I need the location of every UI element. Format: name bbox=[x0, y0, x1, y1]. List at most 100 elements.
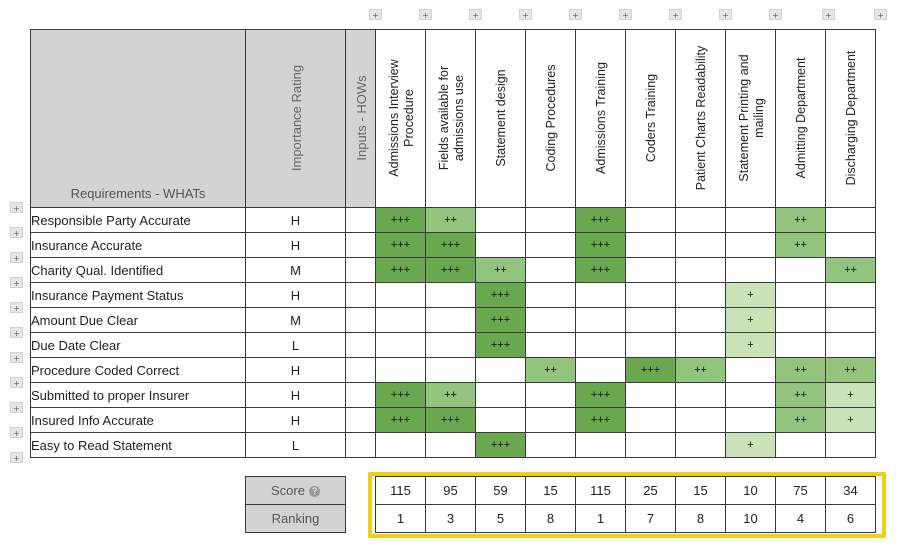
relationship-cell[interactable]: ++ bbox=[775, 357, 826, 383]
relationship-cell[interactable] bbox=[575, 432, 626, 458]
relationship-cell[interactable] bbox=[575, 282, 626, 308]
relationship-cell[interactable] bbox=[625, 282, 676, 308]
relationship-cell[interactable] bbox=[525, 307, 576, 333]
add-row-button[interactable]: + bbox=[10, 277, 23, 288]
requirement-name[interactable]: Insured Info Accurate bbox=[30, 407, 246, 433]
relationship-cell[interactable]: + bbox=[725, 432, 776, 458]
relationship-cell[interactable] bbox=[775, 307, 826, 333]
relationship-cell[interactable]: +++ bbox=[425, 257, 476, 283]
relationship-cell[interactable]: ++ bbox=[425, 207, 476, 233]
relationship-cell[interactable] bbox=[625, 432, 676, 458]
requirement-name[interactable]: Submitted to proper Insurer bbox=[30, 382, 246, 408]
add-row-button[interactable]: + bbox=[10, 302, 23, 313]
relationship-cell[interactable] bbox=[575, 307, 626, 333]
add-column-button[interactable]: + bbox=[519, 9, 532, 20]
relationship-cell[interactable] bbox=[775, 282, 826, 308]
requirement-name[interactable]: Insurance Accurate bbox=[30, 232, 246, 258]
relationship-cell[interactable] bbox=[475, 357, 526, 383]
relationship-cell[interactable] bbox=[475, 207, 526, 233]
relationship-cell[interactable] bbox=[525, 332, 576, 358]
relationship-cell[interactable] bbox=[625, 307, 676, 333]
relationship-cell[interactable]: ++ bbox=[675, 357, 726, 383]
relationship-cell[interactable]: +++ bbox=[625, 357, 676, 383]
relationship-cell[interactable]: + bbox=[725, 307, 776, 333]
relationship-cell[interactable]: ++ bbox=[775, 407, 826, 433]
relationship-cell[interactable] bbox=[375, 357, 426, 383]
add-column-button[interactable]: + bbox=[619, 9, 632, 20]
relationship-cell[interactable]: ++ bbox=[425, 382, 476, 408]
relationship-cell[interactable] bbox=[675, 232, 726, 258]
relationship-cell[interactable] bbox=[725, 357, 776, 383]
importance-rating[interactable]: L bbox=[245, 432, 346, 458]
relationship-cell[interactable] bbox=[575, 357, 626, 383]
requirement-name[interactable]: Responsible Party Accurate bbox=[30, 207, 246, 233]
relationship-cell[interactable]: ++ bbox=[825, 257, 876, 283]
relationship-cell[interactable] bbox=[725, 207, 776, 233]
relationship-cell[interactable]: +++ bbox=[575, 407, 626, 433]
relationship-cell[interactable]: +++ bbox=[425, 407, 476, 433]
importance-rating[interactable]: H bbox=[245, 207, 346, 233]
relationship-cell[interactable]: + bbox=[725, 332, 776, 358]
relationship-cell[interactable] bbox=[475, 232, 526, 258]
relationship-cell[interactable] bbox=[675, 332, 726, 358]
relationship-cell[interactable]: +++ bbox=[575, 257, 626, 283]
relationship-cell[interactable]: +++ bbox=[475, 332, 526, 358]
add-row-button[interactable]: + bbox=[10, 202, 23, 213]
relationship-cell[interactable] bbox=[625, 407, 676, 433]
relationship-cell[interactable] bbox=[525, 382, 576, 408]
relationship-cell[interactable] bbox=[375, 307, 426, 333]
relationship-cell[interactable]: +++ bbox=[575, 232, 626, 258]
relationship-cell[interactable] bbox=[425, 307, 476, 333]
importance-rating[interactable]: H bbox=[245, 232, 346, 258]
relationship-cell[interactable] bbox=[675, 407, 726, 433]
importance-rating[interactable]: M bbox=[245, 257, 346, 283]
add-row-button[interactable]: + bbox=[10, 227, 23, 238]
relationship-cell[interactable] bbox=[475, 407, 526, 433]
relationship-cell[interactable] bbox=[725, 382, 776, 408]
relationship-cell[interactable] bbox=[675, 382, 726, 408]
importance-rating[interactable]: H bbox=[245, 357, 346, 383]
relationship-cell[interactable] bbox=[525, 282, 576, 308]
importance-rating[interactable]: M bbox=[245, 307, 346, 333]
relationship-cell[interactable] bbox=[525, 407, 576, 433]
relationship-cell[interactable]: ++ bbox=[775, 232, 826, 258]
relationship-cell[interactable] bbox=[375, 332, 426, 358]
help-icon[interactable]: ? bbox=[308, 486, 320, 498]
add-row-button[interactable]: + bbox=[10, 377, 23, 388]
relationship-cell[interactable] bbox=[475, 382, 526, 408]
add-column-button[interactable]: + bbox=[874, 9, 887, 20]
relationship-cell[interactable] bbox=[625, 207, 676, 233]
add-row-button[interactable]: + bbox=[10, 427, 23, 438]
importance-rating[interactable]: H bbox=[245, 382, 346, 408]
relationship-cell[interactable] bbox=[675, 307, 726, 333]
importance-rating[interactable]: L bbox=[245, 332, 346, 358]
add-column-button[interactable]: + bbox=[822, 9, 835, 20]
relationship-cell[interactable]: +++ bbox=[425, 232, 476, 258]
relationship-cell[interactable] bbox=[525, 432, 576, 458]
relationship-cell[interactable] bbox=[825, 207, 876, 233]
relationship-cell[interactable]: +++ bbox=[475, 282, 526, 308]
relationship-cell[interactable] bbox=[525, 207, 576, 233]
relationship-cell[interactable]: +++ bbox=[575, 207, 626, 233]
relationship-cell[interactable] bbox=[675, 207, 726, 233]
relationship-cell[interactable] bbox=[525, 257, 576, 283]
add-column-button[interactable]: + bbox=[469, 9, 482, 20]
relationship-cell[interactable] bbox=[625, 332, 676, 358]
importance-rating[interactable]: H bbox=[245, 407, 346, 433]
relationship-cell[interactable] bbox=[825, 332, 876, 358]
relationship-cell[interactable]: +++ bbox=[475, 307, 526, 333]
requirement-name[interactable]: Procedure Coded Correct bbox=[30, 357, 246, 383]
relationship-cell[interactable]: ++ bbox=[475, 257, 526, 283]
relationship-cell[interactable] bbox=[425, 432, 476, 458]
relationship-cell[interactable] bbox=[625, 382, 676, 408]
relationship-cell[interactable]: + bbox=[825, 382, 876, 408]
add-row-button[interactable]: + bbox=[10, 352, 23, 363]
relationship-cell[interactable] bbox=[825, 307, 876, 333]
requirement-name[interactable]: Due Date Clear bbox=[30, 332, 246, 358]
relationship-cell[interactable]: ++ bbox=[525, 357, 576, 383]
requirement-name[interactable]: Easy to Read Statement bbox=[30, 432, 246, 458]
relationship-cell[interactable]: +++ bbox=[375, 407, 426, 433]
add-row-button[interactable]: + bbox=[10, 402, 23, 413]
relationship-cell[interactable] bbox=[425, 332, 476, 358]
add-column-button[interactable]: + bbox=[669, 9, 682, 20]
